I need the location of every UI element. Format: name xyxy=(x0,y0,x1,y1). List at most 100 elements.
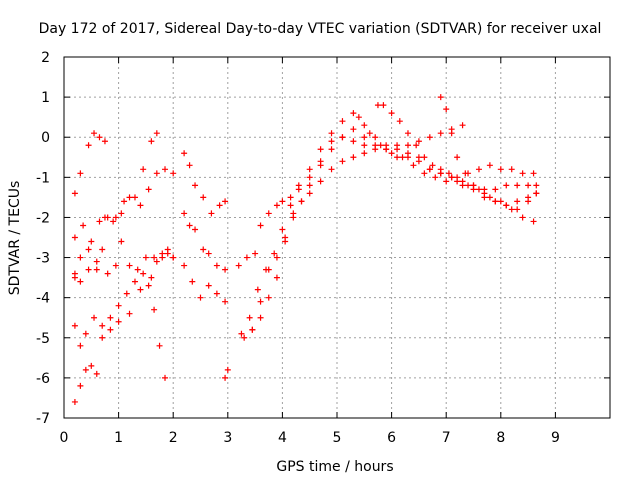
y-tick-label: -6 xyxy=(36,371,50,387)
data-point xyxy=(328,146,335,153)
data-point xyxy=(328,130,335,137)
data-point xyxy=(317,146,324,153)
x-tick-label: 3 xyxy=(223,430,232,446)
x-axis-label: GPS time / hours xyxy=(276,459,393,475)
data-point xyxy=(282,234,289,241)
data-point xyxy=(137,286,144,293)
data-point xyxy=(126,194,133,201)
data-point xyxy=(77,254,84,261)
data-point xyxy=(241,334,248,341)
data-point xyxy=(243,254,250,261)
data-point xyxy=(118,210,125,217)
data-point xyxy=(186,222,193,229)
data-point xyxy=(317,178,324,185)
series-arc-a1 xyxy=(71,130,108,197)
data-point xyxy=(257,298,264,305)
data-point xyxy=(71,234,78,241)
y-tick-label: 2 xyxy=(41,50,50,66)
data-point xyxy=(383,146,390,153)
data-point xyxy=(273,254,280,261)
data-point xyxy=(85,266,92,273)
x-tick-label: 8 xyxy=(496,430,505,446)
data-point xyxy=(213,290,220,297)
data-point xyxy=(71,322,78,329)
data-point xyxy=(388,150,395,157)
data-point xyxy=(443,178,450,185)
data-point xyxy=(126,262,133,269)
data-point xyxy=(181,262,188,269)
data-point xyxy=(140,166,147,173)
x-tick-label: 9 xyxy=(551,430,560,446)
series-arc-b3 xyxy=(181,262,229,305)
data-point xyxy=(445,170,452,177)
data-point xyxy=(99,334,106,341)
data-point xyxy=(213,262,220,269)
data-point xyxy=(328,166,335,173)
data-point xyxy=(415,138,422,145)
data-point xyxy=(153,130,160,137)
data-point xyxy=(413,142,420,149)
data-point xyxy=(486,194,493,201)
data-point xyxy=(110,218,117,225)
series-arc-b1 xyxy=(181,150,229,217)
data-point xyxy=(145,186,152,193)
data-point xyxy=(306,174,313,181)
data-point xyxy=(104,270,111,277)
data-point xyxy=(421,170,428,177)
data-point xyxy=(361,150,368,157)
data-point xyxy=(222,374,229,381)
data-point xyxy=(96,134,103,141)
data-point xyxy=(374,102,381,109)
series-arc-a3 xyxy=(71,166,177,285)
data-point xyxy=(205,250,212,257)
y-tick-label: -7 xyxy=(36,411,50,427)
y-tick-label: -4 xyxy=(36,291,50,307)
data-point xyxy=(121,198,128,205)
data-point xyxy=(415,158,422,165)
data-point xyxy=(361,134,368,141)
data-point xyxy=(200,194,207,201)
data-point xyxy=(497,198,504,205)
data-point xyxy=(205,282,212,289)
data-point xyxy=(145,282,152,289)
data-point xyxy=(437,94,444,101)
data-point xyxy=(131,278,138,285)
data-point xyxy=(279,198,286,205)
series-arc-c4 xyxy=(249,122,466,333)
data-point xyxy=(252,250,259,257)
data-point xyxy=(93,258,100,265)
data-point xyxy=(530,218,537,225)
data-point xyxy=(475,186,482,193)
data-point xyxy=(85,246,92,253)
data-point xyxy=(396,118,403,125)
data-point xyxy=(429,162,436,169)
data-point xyxy=(189,278,196,285)
data-point xyxy=(404,142,411,149)
data-point xyxy=(156,342,163,349)
data-point xyxy=(186,162,193,169)
data-point xyxy=(470,182,477,189)
data-point xyxy=(148,274,155,281)
data-point xyxy=(71,190,78,197)
y-axis-ticks: -7 -6 -5 -4 -3 -2 -1 0 1 2 xyxy=(36,50,610,427)
data-point xyxy=(443,106,450,113)
data-point xyxy=(514,198,521,205)
data-point xyxy=(142,254,149,261)
data-point xyxy=(162,374,169,381)
data-point xyxy=(77,170,84,177)
series-arc-c1 xyxy=(235,110,537,269)
series-arc-a6 xyxy=(71,250,177,405)
data-point xyxy=(77,342,84,349)
data-point xyxy=(287,202,294,209)
data-point xyxy=(462,170,469,177)
data-point xyxy=(118,238,125,245)
data-point xyxy=(350,138,357,145)
data-point xyxy=(448,174,455,181)
data-point xyxy=(265,294,272,301)
x-tick-label: 7 xyxy=(442,430,451,446)
data-point xyxy=(525,198,532,205)
data-point xyxy=(71,274,78,281)
y-tick-label: -1 xyxy=(36,170,50,186)
data-point xyxy=(148,138,155,145)
